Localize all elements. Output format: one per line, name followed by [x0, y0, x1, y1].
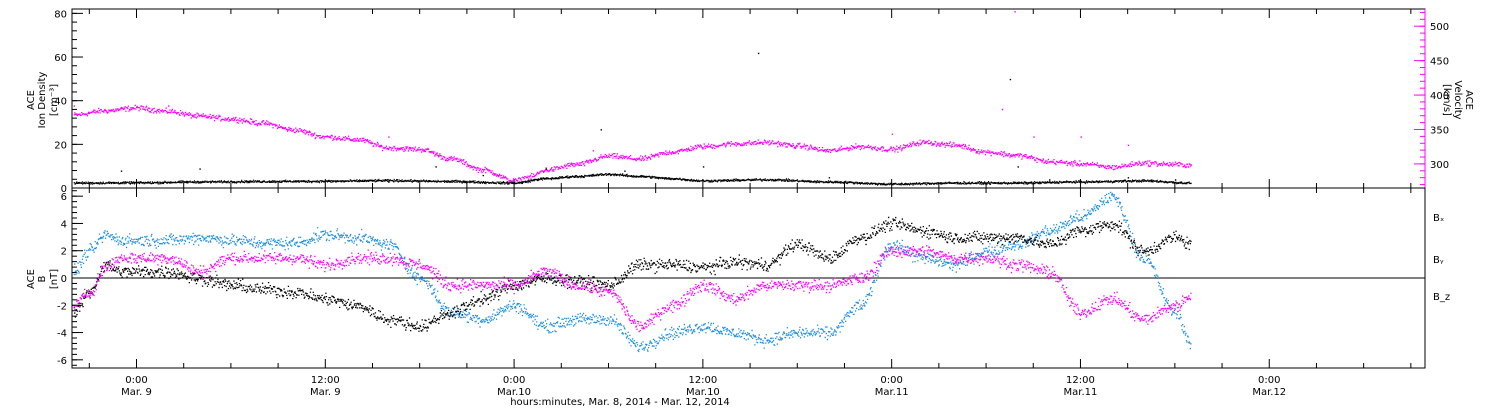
x-tick-time: 12:00 — [1066, 375, 1095, 386]
bottom-ylabel-line2: B — [37, 275, 48, 282]
legend-bx: Bₓ — [1433, 213, 1444, 224]
x-axis-title: hours:minutes, Mar. 8, 2014 - Mar. 12, 2… — [510, 397, 730, 408]
bx-series — [73, 216, 1192, 332]
density-axis-tick-label: 80 — [54, 9, 67, 20]
bottom-ylabel-line1: ACE — [26, 269, 37, 289]
b-axis-tick-label: 2 — [61, 247, 67, 258]
velocity-axis-tick-label: 300 — [1430, 160, 1449, 171]
x-tick-time: 12:00 — [311, 375, 340, 386]
bz-series — [73, 245, 1192, 333]
top-left-ylabel-line1: ACE — [26, 90, 37, 110]
legend-bz: B_z — [1433, 292, 1450, 303]
velocity-axis-tick-label: 400 — [1430, 91, 1449, 102]
x-tick-time: 0:00 — [125, 375, 147, 386]
top-right-ylabel-line2: Velocity — [1452, 80, 1463, 119]
density-axis-tick-label: 60 — [54, 53, 67, 64]
velocity-axis-tick-label: 450 — [1430, 57, 1449, 68]
x-tick-time: 0:00 — [880, 375, 902, 386]
top-right-ylabel-line1: ACE — [1463, 90, 1474, 110]
x-tick-date: Mar. 9 — [310, 387, 341, 398]
by-series — [73, 191, 1192, 353]
top-left-ylabel-line2: Ion Density — [37, 72, 48, 129]
b-axis-tick-label: 4 — [61, 219, 67, 230]
b-axis-tick-label: 0 — [61, 274, 67, 285]
x-tick-time: 0:00 — [503, 375, 525, 386]
top-panel-frame — [71, 8, 1426, 189]
density-axis-tick-label: 0 — [61, 184, 67, 195]
b-axis-tick-label: -2 — [57, 301, 67, 312]
b-axis-tick-label: 6 — [61, 192, 67, 203]
x-tick-date: Mar.10 — [497, 387, 531, 398]
top-left-ylabel-line3: [cm⁻³] — [49, 84, 60, 116]
density-axis-tick-label: 40 — [54, 97, 67, 108]
x-tick-date: Mar.11 — [1064, 387, 1098, 398]
x-tick-time: 0:00 — [1258, 375, 1280, 386]
x-tick-date: Mar. 9 — [121, 387, 152, 398]
x-tick-date: Mar.11 — [875, 387, 909, 398]
velocity-axis-tick-label: 350 — [1430, 125, 1449, 136]
top-right-ylabel-line3: [km/s] — [1441, 84, 1452, 116]
x-tick-date: Mar.12 — [1252, 387, 1286, 398]
b-axis-tick-label: -6 — [57, 356, 67, 367]
x-tick-time: 12:00 — [688, 375, 717, 386]
legend-by: Bᵧ — [1433, 255, 1444, 266]
x-tick-date: Mar.10 — [686, 387, 720, 398]
b-axis-tick-label: -4 — [57, 329, 67, 340]
velocity-series — [73, 11, 1192, 184]
density-axis-tick-label: 20 — [54, 140, 67, 151]
velocity-axis-tick-label: 500 — [1430, 22, 1449, 33]
bottom-ylabel-line3: [nT] — [49, 269, 60, 289]
